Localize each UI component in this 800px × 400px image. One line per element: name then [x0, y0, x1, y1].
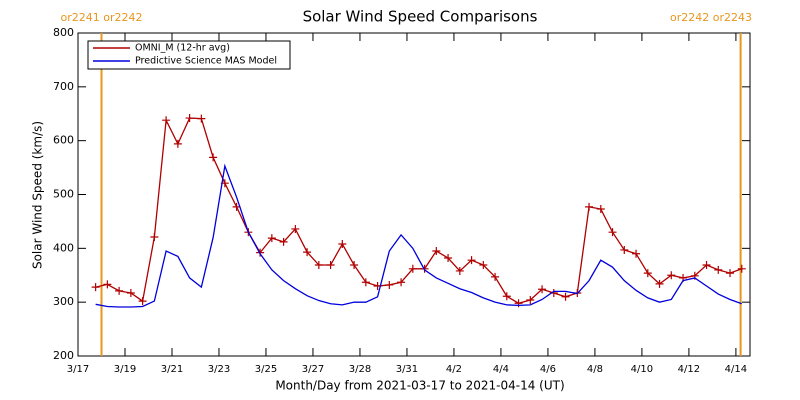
data-point [279, 237, 288, 246]
data-point [173, 139, 182, 148]
data-point [479, 261, 488, 270]
x-tick-label: 4/4 [493, 364, 509, 375]
carrington-label: or2242 or2243 [670, 11, 752, 24]
x-tick-label: 3/25 [255, 364, 277, 375]
data-point [467, 256, 476, 265]
data-point [91, 283, 100, 292]
data-point [197, 114, 206, 123]
data-point [655, 279, 664, 288]
x-tick-label: 3/27 [302, 364, 324, 375]
x-tick-label: 4/6 [540, 364, 556, 375]
series-line [95, 163, 742, 308]
chart-title: Solar Wind Speed Comparisons [303, 8, 538, 26]
legend-box [87, 40, 291, 70]
data-point [138, 297, 147, 306]
data-point [702, 261, 711, 270]
data-point [361, 278, 370, 287]
x-tick-label: 4/10 [631, 364, 653, 375]
y-tick-label: 200 [53, 349, 74, 362]
data-point [115, 286, 124, 295]
data-point [303, 248, 312, 257]
data-point [314, 261, 323, 270]
data-point [185, 114, 194, 123]
data-point [737, 264, 746, 273]
data-point [408, 264, 417, 273]
carrington-label: or2241 or2242 [60, 11, 142, 24]
data-point [432, 247, 441, 256]
data-point [526, 296, 535, 305]
x-tick-label: 3/31 [396, 364, 418, 375]
data-point [667, 271, 676, 280]
data-point [714, 265, 723, 274]
data-point [126, 289, 135, 298]
data-point [632, 249, 641, 258]
y-axis-label: Solar Wind Speed (km/s) [31, 121, 45, 269]
x-axis-label: Month/Day from 2021-03-17 to 2021-04-14 … [275, 379, 564, 393]
y-tick-label: 400 [53, 241, 74, 254]
data-point [267, 234, 276, 243]
x-tick-label: 4/2 [446, 364, 462, 375]
y-tick-label: 600 [53, 134, 74, 147]
data-point [643, 269, 652, 278]
x-tick-label: 4/8 [587, 364, 603, 375]
x-tick-label: 3/21 [161, 364, 183, 375]
y-tick-label: 700 [53, 80, 74, 93]
x-tick-label: 4/12 [678, 364, 700, 375]
x-tick-label: 3/17 [67, 364, 89, 375]
data-point [209, 153, 218, 162]
data-point [150, 233, 159, 242]
data-point [491, 272, 500, 281]
y-tick-label: 500 [53, 188, 74, 201]
y-tick-label: 300 [53, 295, 74, 308]
data-point [596, 205, 605, 214]
data-point [455, 266, 464, 275]
legend-label: Predictive Science MAS Model [135, 56, 277, 67]
x-tick-label: 3/28 [349, 364, 371, 375]
series-line [95, 117, 742, 304]
x-tick-label: 3/23 [208, 364, 230, 375]
data-point [385, 280, 394, 289]
data-point [338, 240, 347, 249]
data-point [561, 292, 570, 301]
data-point [444, 254, 453, 263]
data-point [291, 224, 300, 233]
plot-frame [77, 32, 751, 357]
data-point [502, 292, 511, 301]
legend-label: OMNI_M (12-hr avg) [135, 43, 230, 54]
data-point [162, 116, 171, 125]
data-point [103, 280, 112, 289]
data-point [538, 285, 547, 294]
data-point [726, 269, 735, 278]
data-point [608, 228, 617, 237]
x-tick-label: 3/19 [114, 364, 136, 375]
x-tick-label: 4/14 [725, 364, 747, 375]
data-point [585, 202, 594, 211]
data-point [397, 278, 406, 287]
data-point [620, 245, 629, 254]
data-point [350, 261, 359, 270]
data-point [326, 261, 335, 270]
y-tick-label: 800 [53, 26, 74, 39]
